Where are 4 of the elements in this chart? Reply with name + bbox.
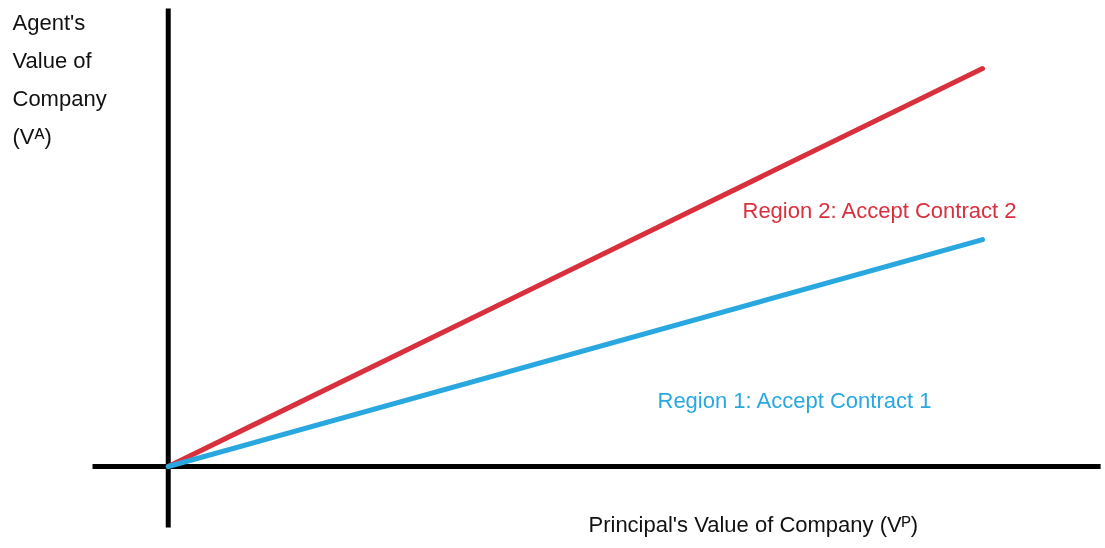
- x-axis-title: Principal's Value of Company (Vᴾ): [588, 511, 919, 537]
- annotation: Region 2: Accept Contract 2: [742, 197, 1017, 223]
- annotation: Region 1: Accept Contract 1: [657, 387, 932, 413]
- y-axis-title: Agent's Value of Company (Vᴬ): [12, 9, 107, 149]
